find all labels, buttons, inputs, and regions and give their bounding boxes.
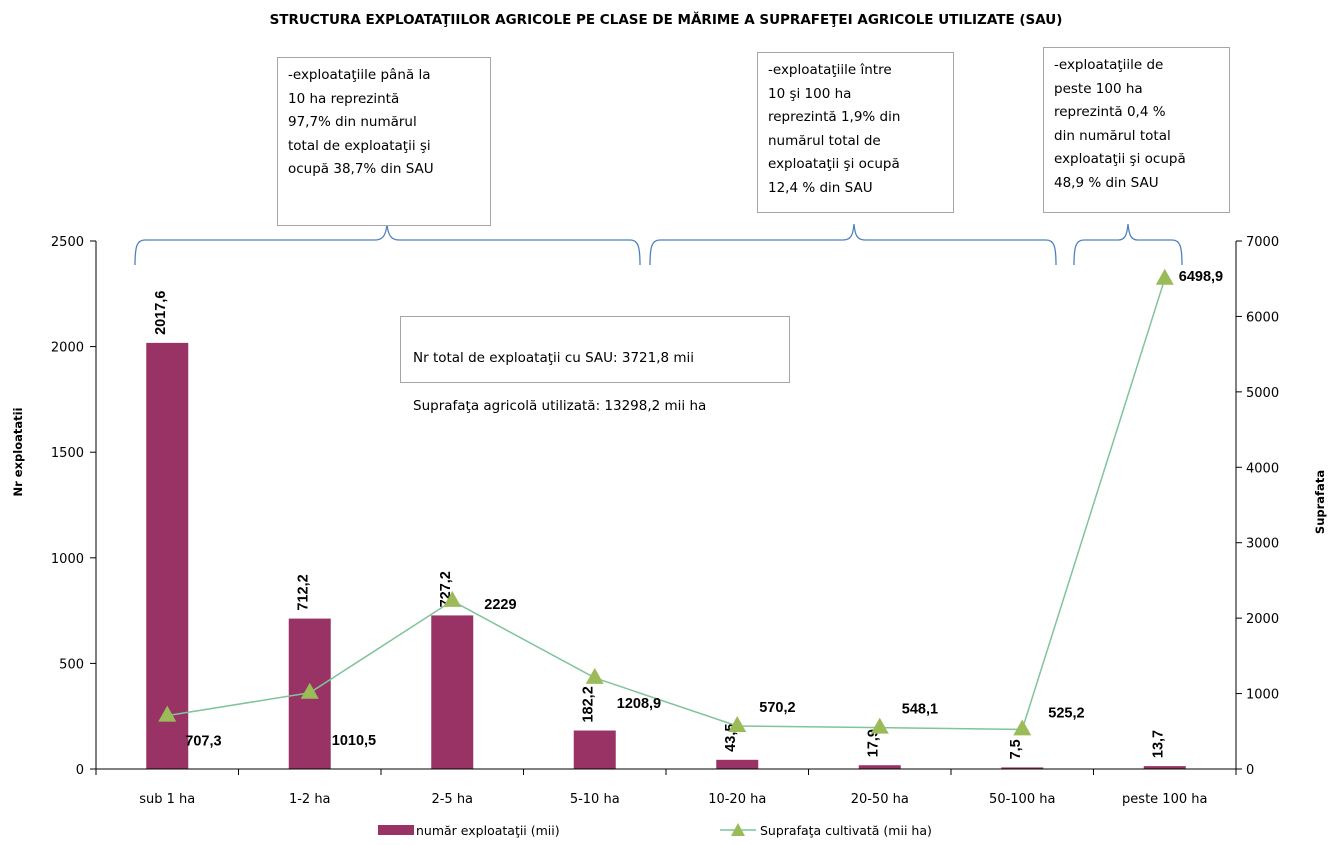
line-marker xyxy=(158,705,177,722)
totals-farms: Nr total de exploataţii cu SAU: 3721,8 m… xyxy=(413,350,695,366)
x-tick-label: peste 100 ha xyxy=(1122,792,1207,807)
right-tick-label: 3000 xyxy=(1246,537,1279,552)
right-tick-label: 0 xyxy=(1246,763,1254,778)
bar xyxy=(573,730,616,769)
line-value-label: 548,1 xyxy=(902,702,938,718)
bar xyxy=(1143,766,1186,769)
series-line xyxy=(167,278,1166,731)
bar xyxy=(858,765,901,769)
line-value-label: 570,2 xyxy=(759,700,795,716)
totals-box: Nr total de exploataţii cu SAU: 3721,8 m… xyxy=(400,316,790,414)
bar xyxy=(431,615,474,769)
line-marker xyxy=(1155,268,1174,285)
right-y-axis: 0 1000 2000 3000 4000 5000 6000 7000 xyxy=(1235,235,1279,778)
right-axis-title: Suprafata xyxy=(1313,470,1327,534)
annotation-10-100ha: -exploataţiile între 10 şi 100 ha reprez… xyxy=(757,52,954,213)
line-value-label: 1208,9 xyxy=(617,696,661,712)
line-value-label: 525,2 xyxy=(1048,705,1084,721)
bar xyxy=(1001,767,1044,769)
line-marker xyxy=(728,715,747,732)
right-tick-label: 5000 xyxy=(1246,386,1279,401)
bar xyxy=(146,342,189,769)
right-tick-label: 6000 xyxy=(1246,310,1279,325)
bar-value-label: 13,7 xyxy=(1151,730,1167,758)
bar-value-label: 17,9 xyxy=(866,729,882,757)
brace-over-100ha xyxy=(1073,223,1183,266)
chart-title: STRUCTURA EXPLOATAŢIILOR AGRICOLE PE CLA… xyxy=(270,10,1063,28)
right-tick-label: 2000 xyxy=(1246,612,1279,627)
annotation-under-10ha: -exploataţiile până la 10 ha reprezintă … xyxy=(277,57,491,226)
x-tick-label: 2-5 ha xyxy=(431,792,473,807)
x-axis: sub 1 ha 1-2 ha 2-5 ha 5-10 ha 10-20 ha 20-50… xyxy=(95,768,1237,807)
line-value-label: 1010,5 xyxy=(332,733,376,749)
right-tick-label: 1000 xyxy=(1246,688,1279,703)
bar-value-label: 712,2 xyxy=(296,574,312,610)
x-tick-label: 10-20 ha xyxy=(708,792,766,807)
left-tick-label: 2500 xyxy=(51,235,84,250)
left-tick-label: 0 xyxy=(76,763,84,778)
brace-under-10ha xyxy=(134,223,641,266)
line-marker xyxy=(1013,719,1032,736)
x-tick-label: 20-50 ha xyxy=(851,792,909,807)
annotation-over-100ha: -exploataţiile de peste 100 ha reprezint… xyxy=(1043,47,1230,213)
right-tick-label: 4000 xyxy=(1246,461,1279,476)
line-marker xyxy=(300,682,319,699)
line-series: 707,3 1010,5 2229 1208,9 570,2 548,1 525,2 6498… xyxy=(158,268,1223,750)
legend-bar-label: număr exploataţii (mii) xyxy=(416,823,560,838)
right-tick-label: 7000 xyxy=(1246,235,1279,250)
bar-value-label: 2017,6 xyxy=(153,291,169,335)
brace-10-100ha xyxy=(649,223,1057,266)
line-value-label: 2229 xyxy=(484,597,516,613)
left-axis-title: Nr exploatatii xyxy=(11,408,25,497)
line-value-label: 6498,9 xyxy=(1179,269,1223,285)
left-tick-label: 1000 xyxy=(51,552,84,567)
legend-bar-swatch xyxy=(378,825,414,835)
left-tick-label: 500 xyxy=(59,657,84,672)
legend-line-label: Suprafaţa cultivată (mii ha) xyxy=(760,823,932,838)
totals-area: Suprafaţa agricolă utilizată: 13298,2 mi… xyxy=(413,398,707,414)
bar-value-label: 7,5 xyxy=(1008,739,1024,759)
line-marker xyxy=(870,717,889,734)
left-tick-label: 2000 xyxy=(51,341,84,356)
bar xyxy=(716,759,759,769)
line-marker xyxy=(585,667,604,684)
left-tick-label: 1500 xyxy=(51,446,84,461)
x-tick-label: 50-100 ha xyxy=(989,792,1055,807)
x-tick-label: sub 1 ha xyxy=(139,792,195,807)
x-tick-label: 5-10 ha xyxy=(570,792,620,807)
legend-triangle-marker xyxy=(731,823,745,836)
line-marker xyxy=(443,590,462,607)
x-tick-label: 1-2 ha xyxy=(289,792,331,807)
left-y-axis: 0 500 1000 1500 2000 2500 xyxy=(51,235,97,778)
bar-value-label: 182,2 xyxy=(581,686,597,722)
line-value-label: 707,3 xyxy=(185,734,221,750)
